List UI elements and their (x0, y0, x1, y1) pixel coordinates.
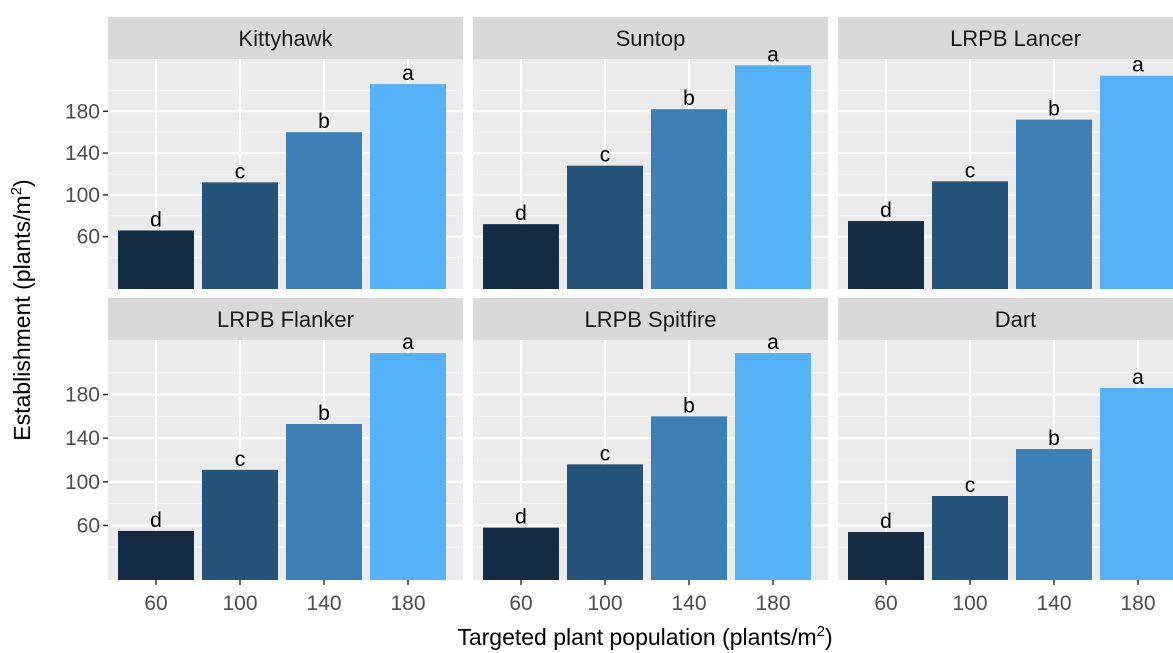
bar-label: d (150, 509, 162, 532)
y-tick-label: 140 (65, 427, 100, 450)
bar (735, 65, 811, 289)
bar-label: a (402, 331, 414, 354)
y-axis-title-closing: ) (9, 179, 35, 187)
facet-title: Dart (995, 307, 1037, 332)
bar-label: c (600, 144, 611, 167)
x-tick-label: 140 (671, 592, 706, 615)
bar (202, 182, 278, 289)
x-tick-label: 60 (144, 592, 167, 615)
bar-label: b (318, 110, 330, 133)
facet-panel: Kittyhawk d c b a 60 100 140 180 (65, 17, 463, 289)
y-tick-label: 180 (65, 100, 100, 123)
x-tick-label: 60 (874, 592, 897, 615)
bar (848, 221, 924, 289)
bar-label: b (683, 87, 695, 110)
x-axis-title-superscript: 2 (817, 623, 825, 640)
x-tick-label: 180 (755, 592, 790, 615)
bar-label: c (235, 160, 246, 183)
bar (567, 165, 643, 289)
x-tick-label: 100 (222, 592, 257, 615)
bar (848, 532, 924, 580)
y-tick-label: 60 (77, 226, 100, 249)
facet-strip (838, 298, 1173, 340)
y-axis-title-text: Establishment (plants/m (9, 195, 35, 440)
x-tick-label: 140 (306, 592, 341, 615)
y-tick-label: 100 (65, 184, 100, 207)
bar (932, 496, 1008, 580)
y-axis-title: Establishment (plants/m2) (8, 179, 35, 440)
y-tick-label: 100 (65, 471, 100, 494)
bar (567, 464, 643, 580)
bar-label: b (1048, 427, 1060, 450)
facet-strip (838, 17, 1173, 59)
bar (1100, 388, 1173, 580)
facet-strip (108, 298, 463, 340)
bar-label: d (880, 199, 892, 222)
bar (202, 469, 278, 580)
bar (483, 527, 559, 580)
facet-title: LRPB Spitfire (584, 307, 716, 332)
y-tick-label: 140 (65, 142, 100, 165)
bar-label: b (1048, 98, 1060, 121)
bar (735, 353, 811, 580)
bar-label: a (767, 43, 779, 66)
facet-strip (473, 298, 828, 340)
facet-strip (473, 17, 828, 59)
bar (1016, 449, 1092, 580)
bar-label: b (318, 402, 330, 425)
bar (118, 230, 194, 289)
facet-panel: LRPB Lancer d c b a (838, 17, 1173, 290)
x-tick-label: 60 (509, 592, 532, 615)
bar (370, 353, 446, 580)
bar-label: a (402, 62, 414, 85)
facet-panel: Suntop d c b a (473, 17, 828, 289)
facet-title: LRPB Flanker (217, 307, 354, 332)
bar (370, 84, 446, 289)
bar (1016, 119, 1092, 290)
x-tick-label: 180 (1120, 592, 1155, 615)
bar-label: b (683, 394, 695, 417)
bar-label: c (600, 442, 611, 465)
bar-label: a (1132, 54, 1144, 77)
bar-label: c (235, 448, 246, 471)
facet-panel: LRPB Spitfire d c b a 60 100 140 180 (473, 298, 828, 615)
x-tick-label: 180 (390, 592, 425, 615)
x-tick-label: 100 (587, 592, 622, 615)
y-axis-title-superscript: 2 (8, 187, 25, 195)
facet-strip (108, 17, 463, 59)
bar (286, 132, 362, 289)
x-tick-label: 140 (1036, 592, 1071, 615)
y-tick-label: 180 (65, 384, 100, 407)
bar (286, 424, 362, 580)
bar-label: a (1132, 366, 1144, 389)
bar-label: d (880, 510, 892, 533)
x-axis-title-text: Targeted plant population (plants/m (457, 624, 816, 650)
bar (651, 109, 727, 289)
facet-title: Suntop (616, 26, 686, 51)
bar (651, 416, 727, 580)
bar (483, 224, 559, 289)
y-tick-label: 60 (77, 514, 100, 537)
bar (1100, 75, 1173, 290)
bar-label: a (767, 331, 779, 354)
x-axis-title: Targeted plant population (plants/m2) (457, 623, 832, 650)
bar-label: c (965, 159, 976, 182)
bar (118, 530, 194, 580)
bar-label: d (515, 506, 527, 529)
bar-label: c (965, 474, 976, 497)
bar-label: d (515, 202, 527, 225)
facet-title: Kittyhawk (238, 26, 333, 51)
x-axis-title-closing: ) (825, 624, 833, 650)
facet-panel: LRPB Flanker d c b a 60 100 140 180 60 100 140 180 (65, 298, 463, 615)
bar-label: d (150, 208, 162, 231)
facet-panel: Dart d c b a 60 100 140 180 (838, 298, 1173, 615)
facet-title: LRPB Lancer (950, 26, 1081, 51)
x-tick-label: 100 (952, 592, 987, 615)
bar (932, 181, 1008, 289)
